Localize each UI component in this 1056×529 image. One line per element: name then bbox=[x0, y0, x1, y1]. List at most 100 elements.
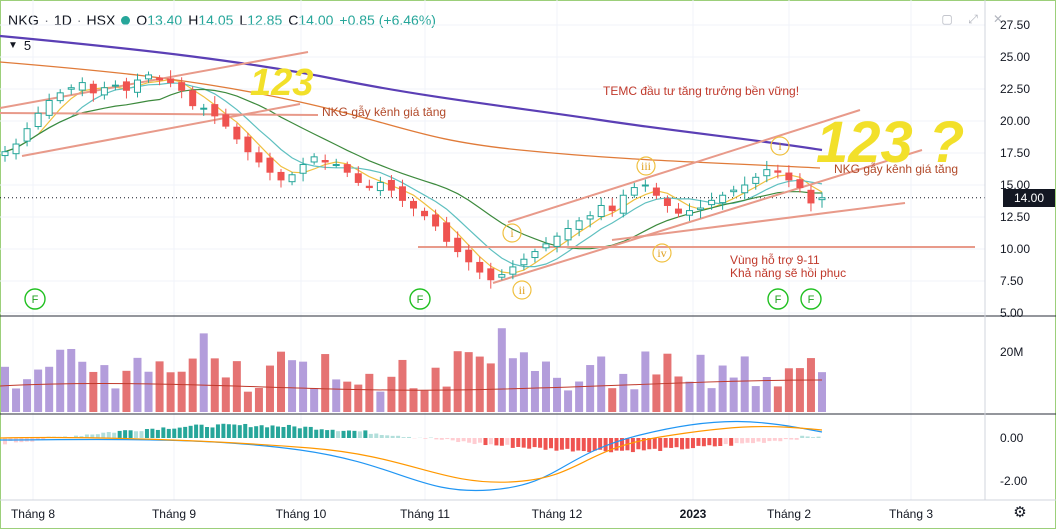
candle-body bbox=[410, 200, 417, 209]
symbol-header: NKG · 1D · HSX O 13.40 H 14.05 L 12.85 C 14.… bbox=[8, 12, 436, 28]
gear-icon[interactable]: ⚙ bbox=[1013, 504, 1027, 521]
macd-bar bbox=[237, 425, 242, 438]
macd-bar bbox=[756, 438, 761, 442]
fullscreen-icon[interactable]: ⤢ bbox=[968, 12, 978, 26]
candle-body bbox=[122, 81, 130, 91]
f-marker: F bbox=[808, 294, 815, 306]
trendlines bbox=[0, 51, 975, 284]
macd-bar bbox=[139, 431, 144, 438]
annotation-support-2: Khả năng sẽ hồi phục bbox=[730, 266, 846, 280]
candle-body bbox=[476, 261, 484, 273]
candle-body bbox=[708, 199, 716, 206]
macd-bar bbox=[527, 438, 532, 449]
macd-bar bbox=[543, 438, 548, 450]
volume-bar bbox=[784, 368, 793, 412]
candle-body bbox=[520, 258, 528, 266]
candle-body bbox=[167, 78, 175, 84]
macd-bar bbox=[652, 438, 657, 449]
macd-bar bbox=[95, 434, 100, 438]
macd-bar bbox=[172, 428, 177, 438]
volume-bar bbox=[564, 390, 573, 412]
candle-body bbox=[255, 152, 263, 163]
macd-bar bbox=[357, 431, 362, 438]
volume-bar bbox=[34, 369, 43, 412]
candle-body bbox=[1, 151, 9, 157]
volume-bar bbox=[144, 371, 153, 412]
f-marker: F bbox=[417, 294, 424, 306]
volume-bar bbox=[321, 354, 330, 412]
macd-bar bbox=[761, 438, 766, 443]
time-tick-label: Tháng 3 bbox=[889, 507, 933, 521]
f-marker-circle bbox=[24, 288, 46, 310]
macd-bar bbox=[199, 424, 204, 438]
macd-bar bbox=[445, 438, 450, 440]
volume-tick-label: 20M bbox=[1000, 345, 1023, 359]
macd-bar bbox=[155, 429, 160, 438]
macd-bar bbox=[232, 424, 237, 438]
candle-body bbox=[818, 197, 826, 201]
volume-bar bbox=[420, 390, 429, 412]
macd-bar bbox=[538, 438, 543, 448]
wave-v: i bbox=[778, 139, 782, 153]
candle-body bbox=[443, 222, 451, 242]
macd-bar bbox=[532, 438, 537, 448]
candle-body bbox=[78, 82, 86, 91]
chevron-down-icon[interactable]: ▼ bbox=[8, 39, 18, 51]
macd-bar bbox=[636, 438, 641, 450]
trendline bbox=[611, 202, 906, 241]
f-marker-circle bbox=[767, 288, 789, 310]
volume-bar bbox=[652, 374, 661, 412]
candle-body bbox=[145, 74, 153, 80]
macd-bar bbox=[521, 438, 526, 448]
wave-iii: iii bbox=[641, 159, 652, 173]
price-tick-label: 20.00 bbox=[1000, 114, 1030, 128]
macd-bar bbox=[559, 438, 564, 450]
macd-bar bbox=[117, 430, 122, 438]
macd-bar bbox=[194, 424, 199, 438]
candle-body bbox=[697, 207, 705, 211]
volume-bar bbox=[718, 365, 727, 412]
volume-bar bbox=[277, 351, 286, 412]
volume-bar bbox=[122, 370, 131, 412]
macd-bar bbox=[478, 438, 483, 443]
candle-body bbox=[796, 179, 804, 189]
symbol-name[interactable]: NKG bbox=[8, 12, 40, 28]
ma-line bbox=[4, 82, 823, 268]
macd-bar bbox=[800, 435, 805, 438]
macd-bar bbox=[314, 429, 319, 438]
macd-bar bbox=[346, 430, 351, 438]
volume-bar bbox=[707, 388, 716, 412]
macd-bar bbox=[161, 427, 166, 438]
macd-bar bbox=[772, 438, 777, 441]
candle-body bbox=[200, 107, 208, 110]
volume-bar bbox=[685, 381, 694, 412]
macd-bar bbox=[467, 438, 472, 443]
big-digits-1: 123 bbox=[250, 62, 313, 104]
interval-label[interactable]: 1D bbox=[53, 12, 72, 28]
price-tick-label: 27.50 bbox=[1000, 18, 1030, 32]
macd-bar bbox=[614, 438, 619, 451]
macd-bar bbox=[183, 426, 188, 438]
macd-bar bbox=[729, 438, 734, 446]
close-icon[interactable]: ✕ bbox=[992, 12, 1004, 26]
macd-bar bbox=[505, 438, 510, 445]
big-digits-2: 123 ? bbox=[816, 110, 964, 175]
axes: 27.50 25.00 22.50 20.00 17.50 15.00 12.50 10.00… bbox=[11, 18, 1030, 521]
wave-iv-circle bbox=[652, 243, 672, 263]
macd-bar bbox=[226, 424, 231, 438]
volume-bar bbox=[89, 371, 98, 412]
volume-bar bbox=[100, 365, 109, 412]
candle-body bbox=[288, 174, 296, 183]
indicators-toggle[interactable]: ▼ 5 bbox=[8, 37, 31, 53]
price-tick-label: 10.00 bbox=[1000, 242, 1030, 256]
macd-bar bbox=[177, 427, 182, 438]
macd-bar bbox=[767, 438, 772, 442]
macd-bar bbox=[210, 427, 215, 438]
volume-bar bbox=[78, 361, 87, 412]
volume-bar bbox=[111, 388, 120, 412]
volume-bar bbox=[332, 379, 341, 412]
wave-i: i bbox=[510, 226, 514, 240]
candle-body bbox=[244, 136, 252, 153]
square-icon[interactable]: ▢ bbox=[941, 12, 953, 26]
